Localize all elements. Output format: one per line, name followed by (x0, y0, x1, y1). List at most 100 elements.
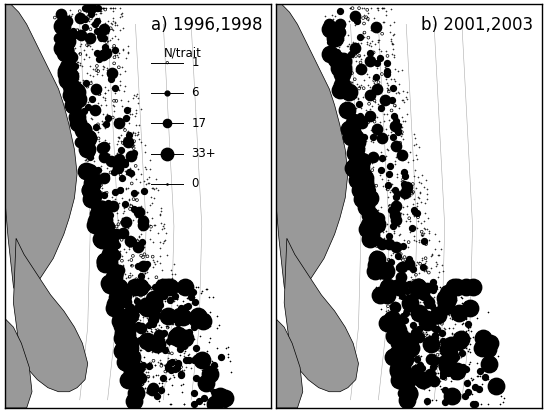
Point (406, 290, 415, 297)
Point (61, 46, 69, 53)
Point (113, 301, 122, 307)
Point (368, 37, 376, 44)
Point (100, 5, 108, 12)
Point (92, 71, 101, 77)
Point (175, 333, 184, 340)
Point (462, 344, 470, 351)
Point (129, 400, 137, 407)
Point (88, 46, 96, 52)
Point (110, 160, 119, 166)
Point (441, 338, 450, 345)
Point (378, 134, 387, 141)
Point (118, 219, 126, 226)
Point (429, 283, 438, 290)
Point (387, 36, 395, 42)
Point (132, 297, 141, 304)
Point (116, 70, 125, 77)
Point (374, 216, 383, 222)
Point (136, 336, 144, 343)
Point (369, 59, 378, 66)
Point (349, 53, 358, 60)
Point (115, 133, 124, 140)
Point (433, 362, 442, 369)
Point (91, 197, 100, 204)
Point (148, 313, 157, 320)
Point (56, 17, 65, 24)
Point (392, 357, 401, 363)
Point (108, 257, 117, 264)
Point (415, 280, 423, 287)
Point (357, 158, 366, 164)
Point (395, 148, 404, 155)
Point (356, 158, 364, 164)
Point (446, 297, 455, 303)
Point (147, 322, 155, 328)
Point (168, 281, 177, 287)
Point (130, 138, 138, 145)
Point (110, 85, 119, 91)
Point (98, 38, 107, 44)
Point (75, 83, 84, 89)
Point (407, 283, 416, 290)
Point (97, 206, 106, 212)
Point (387, 83, 396, 89)
Point (143, 320, 152, 327)
Point (389, 197, 398, 204)
Point (117, 147, 126, 153)
Point (136, 139, 145, 145)
Point (350, 120, 359, 126)
Point (465, 324, 474, 330)
Point (330, 57, 339, 63)
Point (182, 330, 190, 336)
Point (141, 385, 149, 391)
Point (125, 168, 133, 175)
Point (420, 210, 429, 217)
Point (390, 285, 399, 292)
Point (166, 283, 174, 290)
Point (142, 322, 151, 328)
Point (429, 377, 438, 384)
Point (378, 154, 387, 161)
Point (117, 171, 125, 178)
Point (391, 102, 399, 109)
Point (428, 381, 437, 388)
Point (173, 296, 182, 303)
Point (138, 381, 147, 388)
Point (403, 378, 411, 384)
Point (149, 381, 158, 387)
Point (95, 15, 103, 22)
Point (123, 185, 132, 192)
Point (449, 362, 457, 368)
Point (374, 206, 382, 213)
Point (387, 96, 396, 103)
Point (163, 323, 172, 330)
Point (371, 197, 380, 204)
Point (423, 318, 432, 325)
Point (74, 103, 83, 110)
Point (112, 298, 121, 305)
Point (436, 309, 445, 316)
Point (178, 283, 187, 290)
Point (149, 239, 158, 246)
Point (102, 164, 111, 171)
Point (366, 212, 375, 218)
Point (219, 353, 228, 359)
Point (167, 367, 176, 373)
Point (123, 225, 132, 232)
Point (110, 42, 119, 49)
Point (127, 203, 136, 209)
Point (433, 311, 442, 318)
Point (403, 344, 412, 351)
Point (414, 194, 422, 200)
Point (386, 302, 394, 308)
Point (135, 233, 144, 240)
Point (426, 375, 435, 382)
Point (180, 343, 189, 350)
Point (167, 359, 176, 365)
Point (145, 318, 154, 325)
Point (58, 44, 67, 51)
Point (92, 211, 101, 218)
Point (108, 114, 117, 121)
Point (436, 342, 445, 349)
Point (421, 321, 429, 328)
